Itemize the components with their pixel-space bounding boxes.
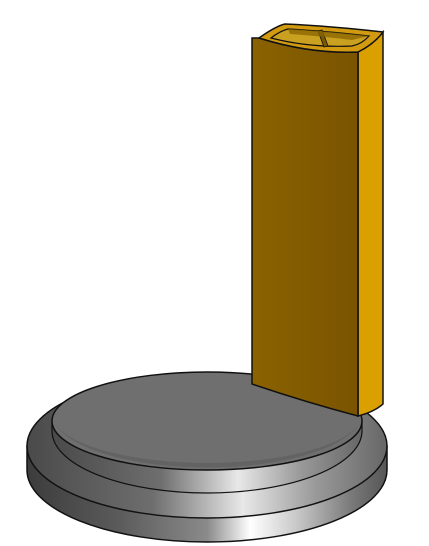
upright-post-side bbox=[357, 29, 384, 417]
base-disc-top bbox=[51, 371, 363, 471]
upright-post[interactable] bbox=[251, 23, 385, 417]
upright-post-front bbox=[251, 37, 359, 417]
base-disc-top-shade bbox=[56, 425, 358, 468]
upright-post-hollow-shadow bbox=[288, 29, 369, 40]
base-disc[interactable] bbox=[26, 371, 388, 543]
